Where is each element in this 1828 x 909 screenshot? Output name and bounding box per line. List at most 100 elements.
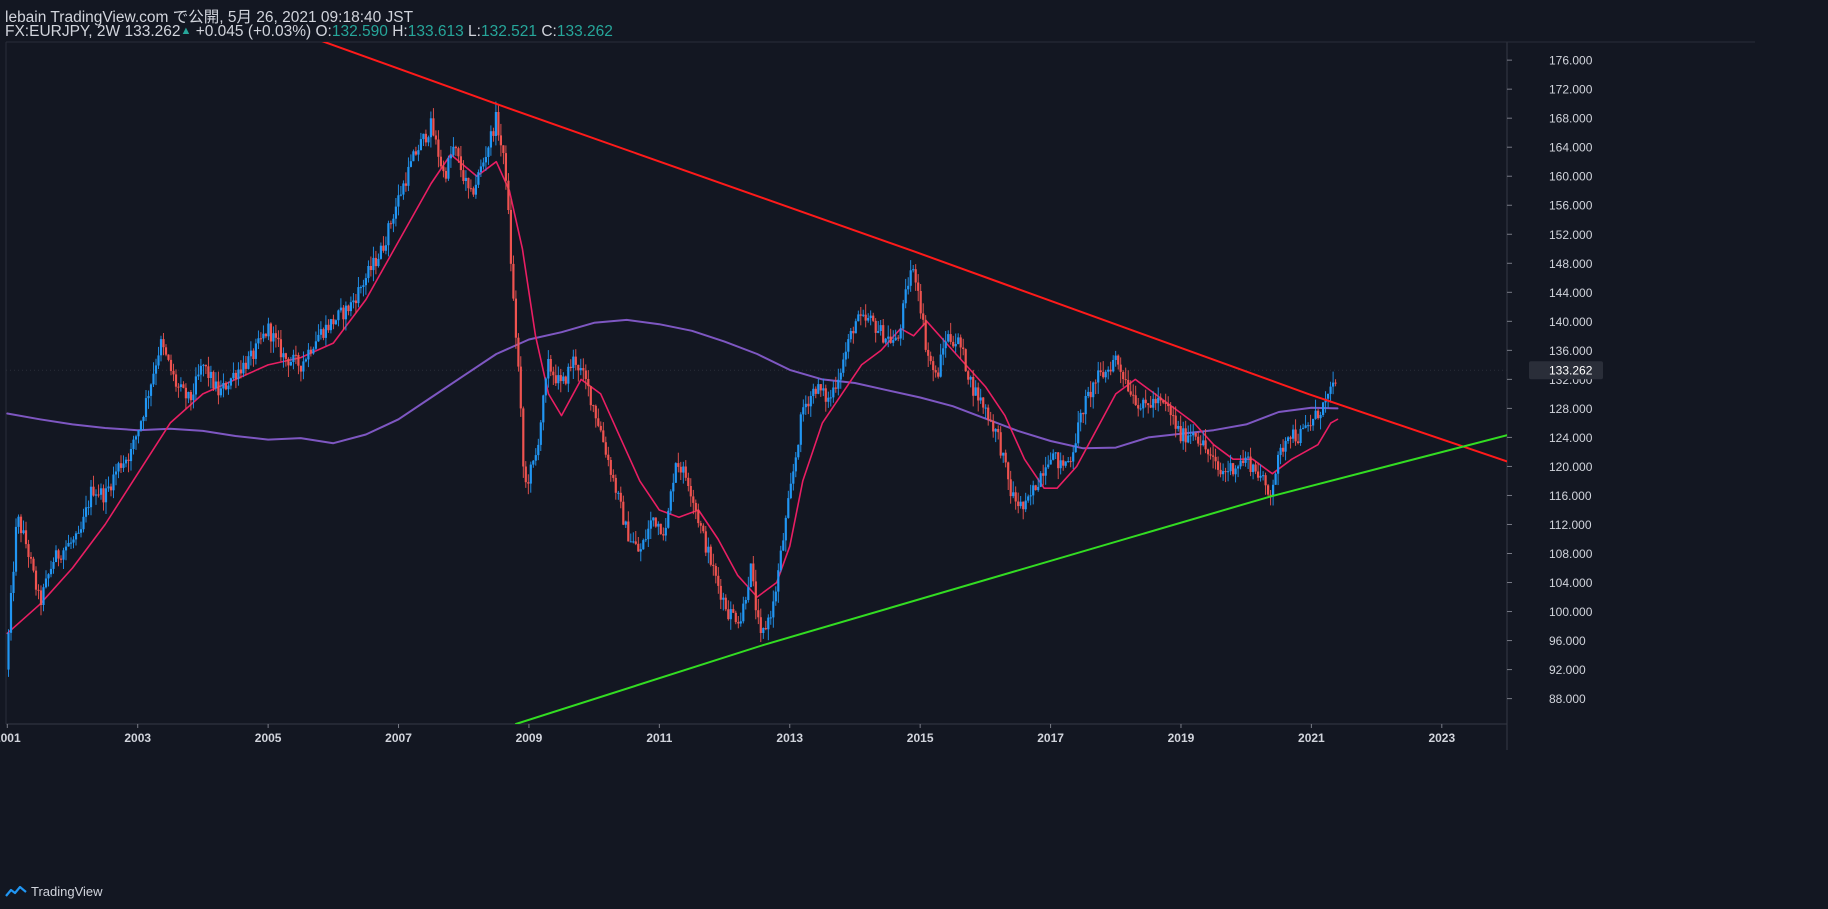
down-candle-body: [807, 403, 810, 407]
down-candle-body: [922, 313, 925, 320]
down-candle-body: [552, 371, 555, 376]
up-candle-body: [562, 376, 565, 382]
down-candle-body: [929, 355, 932, 362]
up-candle-body: [1059, 460, 1062, 469]
down-candle-body: [1317, 410, 1320, 419]
down-candle-body: [502, 145, 505, 153]
up-candle-body: [994, 429, 997, 432]
up-candle-body: [1092, 382, 1095, 398]
price-tick-label: 136.000: [1549, 344, 1593, 358]
up-candle-body: [339, 307, 342, 311]
up-candle-body: [857, 314, 860, 322]
up-candle-body: [529, 464, 532, 484]
down-candle-body: [1232, 463, 1235, 475]
down-candle-body: [814, 388, 817, 394]
up-candle-body: [617, 492, 620, 494]
down-candle-body: [354, 300, 357, 304]
down-candle-body: [949, 334, 952, 342]
down-candle-body: [189, 392, 192, 401]
up-candle-body: [854, 321, 857, 334]
down-candle-body: [57, 550, 60, 559]
down-candle-body: [1109, 369, 1112, 372]
up-candle-body: [257, 338, 260, 344]
up-candle-body: [1037, 486, 1040, 491]
up-candle-body: [664, 527, 667, 536]
up-candle-body: [137, 430, 140, 437]
up-candle-body: [122, 463, 125, 468]
time-tick-label: 2013: [776, 731, 803, 745]
up-candle-body: [52, 562, 55, 569]
up-candle-body: [409, 161, 412, 167]
up-candle-body: [447, 158, 450, 179]
down-candle-body: [162, 339, 165, 348]
up-candle-body: [887, 336, 890, 339]
down-candle-body: [692, 496, 695, 503]
up-candle-body: [187, 392, 190, 399]
up-candle-body: [624, 521, 627, 525]
up-candle-body: [359, 287, 362, 289]
up-candle-body: [289, 362, 292, 366]
down-candle-body: [764, 628, 767, 630]
down-candle-body: [1117, 355, 1120, 365]
down-candle-body: [497, 112, 500, 136]
time-tick-label: 2023: [1428, 731, 1455, 745]
down-candle-body: [1267, 485, 1270, 495]
down-candle-body: [627, 521, 630, 542]
up-candle-body: [427, 137, 430, 143]
up-candle-body: [1332, 382, 1335, 387]
up-candle-body: [132, 439, 135, 449]
down-candle-body: [1194, 432, 1197, 437]
down-candle-body: [824, 388, 827, 402]
trendlines[interactable]: [294, 31, 1507, 724]
open-value: 132.590: [331, 23, 388, 40]
up-candle-body: [537, 444, 540, 456]
up-candle-body: [282, 353, 285, 358]
down-candle-body: [519, 366, 522, 409]
up-candle-body: [849, 331, 852, 340]
down-candle-body: [1134, 395, 1137, 406]
down-candle-body: [1094, 382, 1097, 384]
up-candle-body: [449, 155, 452, 159]
down-candle-body: [434, 135, 437, 140]
up-candle-body: [794, 457, 797, 472]
up-candle-body: [227, 385, 230, 390]
down-candle-body: [1179, 426, 1182, 442]
up-candle-body: [364, 278, 367, 286]
down-candle-body: [1207, 449, 1210, 455]
up-candle-body: [69, 542, 73, 544]
down-candle-body: [619, 492, 622, 502]
down-candle-body: [1209, 454, 1212, 456]
down-candle-body: [689, 486, 692, 497]
up-candle-body: [1079, 412, 1082, 423]
down-candle-body: [509, 209, 512, 264]
symbol-label[interactable]: FX:EURJPY, 2W: [5, 23, 121, 40]
down-candle-body: [444, 171, 447, 179]
up-candle-body: [829, 397, 832, 399]
down-candle-body: [1137, 405, 1140, 409]
slow-moving-average-line: [6, 318, 1339, 450]
up-candle-body: [1104, 371, 1107, 378]
up-candle-body: [494, 112, 497, 136]
down-candle-body: [327, 324, 330, 331]
up-candle-body: [249, 350, 252, 357]
down-candle-body: [332, 319, 335, 325]
time-tick-label: 2017: [1037, 731, 1064, 745]
chart-header: lebain TradingView.com で公開, 5月 26, 2021 …: [0, 0, 1828, 42]
last-price: 133.262: [124, 23, 181, 40]
up-candle-body: [1054, 452, 1057, 454]
up-candle-body: [79, 529, 83, 533]
down-candle-body: [459, 156, 462, 171]
down-candle-body: [614, 477, 617, 493]
up-candle-body: [1237, 466, 1240, 469]
up-candle-body: [547, 359, 550, 379]
up-candle-body: [1287, 437, 1290, 441]
up-candle-body: [307, 349, 310, 360]
up-candle-body: [377, 258, 380, 266]
price-axis[interactable]: 88.000 92.000 96.000 100.000 104.000 108.000 1…: [1507, 54, 1603, 706]
price-tick-label: 176.000: [1549, 54, 1593, 68]
price-tick-label: 148.000: [1549, 257, 1593, 271]
close-label: C:: [541, 23, 557, 40]
up-candle-body: [1239, 460, 1242, 467]
